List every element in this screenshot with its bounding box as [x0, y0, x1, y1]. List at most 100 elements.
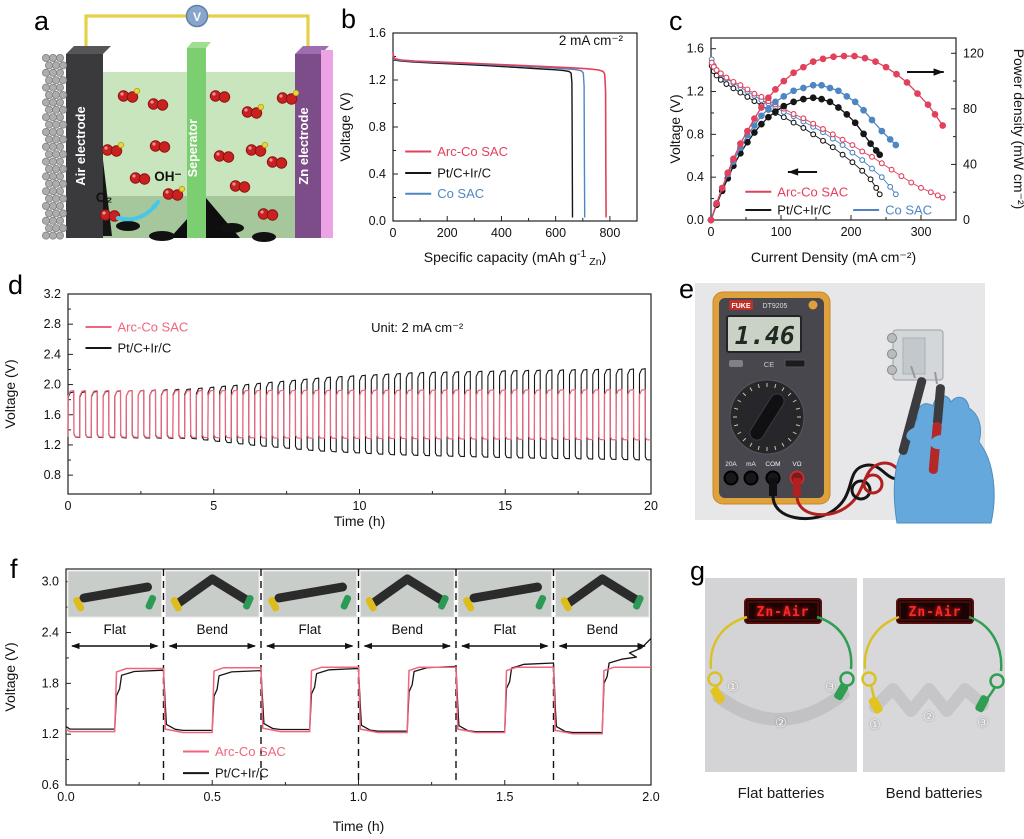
gdl-sphere [49, 157, 58, 166]
annotation: Unit: 2 mA cm⁻² [371, 320, 464, 335]
marker [780, 102, 788, 110]
gdl-sphere [49, 201, 58, 210]
y-tick-label: 3.2 [44, 287, 61, 301]
y-axis-label: Voltage (V) [667, 94, 683, 163]
gdl-sphere [49, 54, 58, 63]
inset-photo-flat [262, 570, 357, 618]
panel-b-chart: 0 200 400 600 800 0.0 0.4 0.8 1.2 1.6 Specific cap… [335, 8, 665, 270]
y2-tick-label: 120 [963, 46, 984, 60]
x-tick-label: 0 [708, 225, 715, 239]
marker [758, 120, 765, 128]
marker [861, 54, 869, 62]
dial-tick [749, 387, 753, 392]
marker [751, 122, 758, 129]
marker [800, 63, 807, 71]
o2-molecule [147, 98, 169, 111]
y-tick-label: 2.8 [44, 317, 61, 331]
dial-tick [734, 407, 739, 410]
y-tick-label: 1.6 [44, 408, 61, 422]
voltmeter-label: V [193, 10, 201, 24]
air-electrode-top [66, 46, 111, 54]
gdl-sphere [42, 142, 51, 151]
dial-tick [787, 437, 792, 442]
dial-tick [737, 399, 742, 403]
gdl-sphere [45, 179, 54, 188]
x-tick-label: 200 [841, 225, 862, 239]
arrow-head [247, 642, 256, 650]
x-tick-label: 15 [498, 499, 512, 513]
y-tick-label: 1.2 [687, 85, 704, 99]
o2-molecule [213, 150, 235, 163]
battery-strip-flat [79, 582, 152, 603]
marker [868, 116, 876, 124]
marker [839, 136, 846, 143]
gdl-sphere [45, 135, 54, 144]
zn-air-battery-schematic: V Seperator Air electrode Zn electrode O₂ OH⁻ [42, 4, 333, 242]
marker [859, 148, 866, 155]
marker [818, 81, 825, 89]
marker [800, 95, 807, 103]
gdl-sphere [42, 216, 51, 225]
series-arc-co-sac [710, 55, 944, 221]
dial-tick [774, 384, 777, 389]
marker [737, 82, 744, 89]
x-tick-label: 1.0 [350, 790, 367, 804]
brand-badge [729, 300, 753, 310]
panel-d-chart: 0 5 10 15 20 0.8 1.2 1.6 2.0 2.4 2.8 3.2 Time (h) Vol… [0, 272, 665, 534]
chart-f: 0.0 0.5 1.0 1.5 2.0 0.6 1.2 1.8 2.4 3.0 Time (h) Vo… [2, 568, 660, 834]
gdl-sphere [56, 157, 65, 166]
marker [830, 53, 837, 61]
marker [892, 191, 899, 198]
battery-strip-flat [274, 582, 347, 603]
oh-label: OH⁻ [154, 169, 181, 184]
green-clip [535, 594, 547, 610]
gdl-sphere [42, 201, 51, 210]
marker [790, 119, 797, 126]
arrow-head [344, 642, 354, 650]
battery-strip-bend [370, 574, 446, 607]
gdl-sphere [59, 150, 68, 159]
terminal-label: mA [746, 461, 756, 468]
marker [819, 55, 827, 63]
y-tick-label: 2.0 [44, 378, 61, 392]
legend-label: Arc-Co SAC [215, 744, 286, 759]
yellow-clip [560, 596, 572, 612]
gdl-sphere [45, 164, 54, 173]
marker [886, 136, 894, 143]
marker [829, 144, 836, 151]
legend-label: Pt/C+Ir/C [215, 766, 269, 781]
gdl-sphere [52, 135, 61, 144]
gdl-sphere [59, 61, 68, 70]
battery-strip-flat [469, 582, 542, 603]
x-tick-label: 2.0 [642, 790, 659, 804]
y-tick-label: 1.6 [687, 42, 704, 56]
gdl-sphere [42, 83, 51, 92]
o2-molecule [129, 172, 151, 185]
y-tick-label: 1.6 [369, 26, 386, 40]
marker [872, 58, 879, 65]
x-tick-label: 400 [491, 226, 512, 240]
y2-tick-label: 0 [963, 213, 970, 227]
floor-blob [220, 223, 244, 233]
dial-tick [792, 399, 797, 403]
marker [840, 52, 848, 60]
legend-label: Pt/C+Ir/C [437, 166, 491, 181]
marker [888, 166, 895, 173]
y-tick-label: 0.0 [369, 214, 386, 228]
marker [859, 157, 866, 163]
marker [873, 184, 880, 191]
gdl-sphere [56, 68, 65, 77]
marker [758, 112, 765, 120]
green-wire [968, 615, 1003, 672]
y-tick-label: 1.2 [369, 73, 386, 87]
marker [934, 192, 941, 199]
marker [751, 115, 758, 122]
zn-electrode-top [295, 46, 329, 54]
cell-bolt [887, 365, 897, 375]
y-tick-label: 0.6 [42, 778, 59, 792]
marker [876, 191, 883, 198]
marker [829, 131, 836, 138]
marker [860, 130, 867, 138]
y2-tick-label: 40 [963, 157, 977, 171]
marker [851, 119, 859, 127]
